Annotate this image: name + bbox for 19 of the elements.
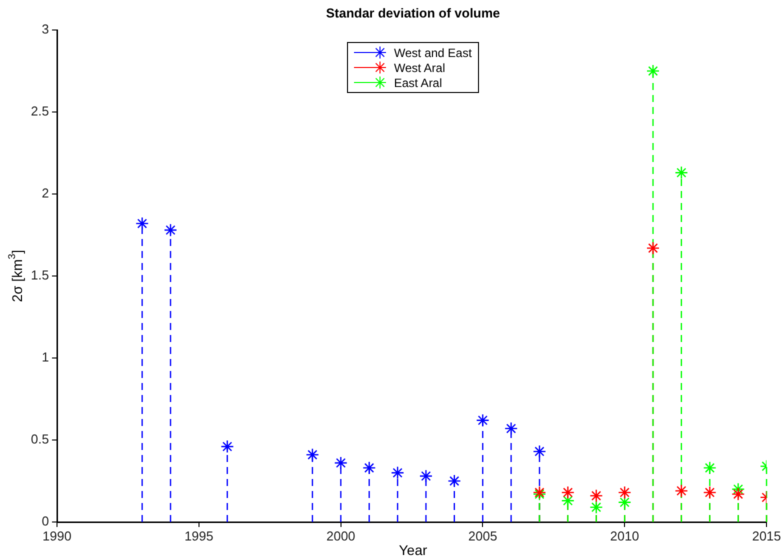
legend-label: West Aral	[394, 60, 446, 74]
x-tick-label: 2015	[752, 528, 781, 544]
legend-label: East Aral	[394, 76, 442, 90]
x-tick-label: 1995	[184, 528, 214, 544]
y-axis-title: 2σ [km3]	[7, 250, 25, 302]
legend-label: West and East	[394, 46, 472, 60]
y-tick-label: 1.5	[30, 268, 49, 283]
y-tick-label: 0.5	[30, 432, 49, 447]
y-tick-label: 0	[42, 514, 49, 529]
x-tick-label: 1990	[42, 528, 72, 544]
x-tick-label: 2005	[468, 528, 498, 544]
x-tick-label: 2010	[610, 528, 640, 544]
x-tick-label: 2000	[326, 528, 356, 544]
x-axis-title: Year	[398, 542, 428, 558]
y-tick-label: 2	[42, 186, 49, 201]
y-tick-label: 1	[42, 350, 49, 365]
chart-title: Standar deviation of volume	[326, 6, 500, 21]
y-tick-label: 2.5	[30, 104, 49, 119]
y-tick-label: 3	[42, 22, 49, 37]
